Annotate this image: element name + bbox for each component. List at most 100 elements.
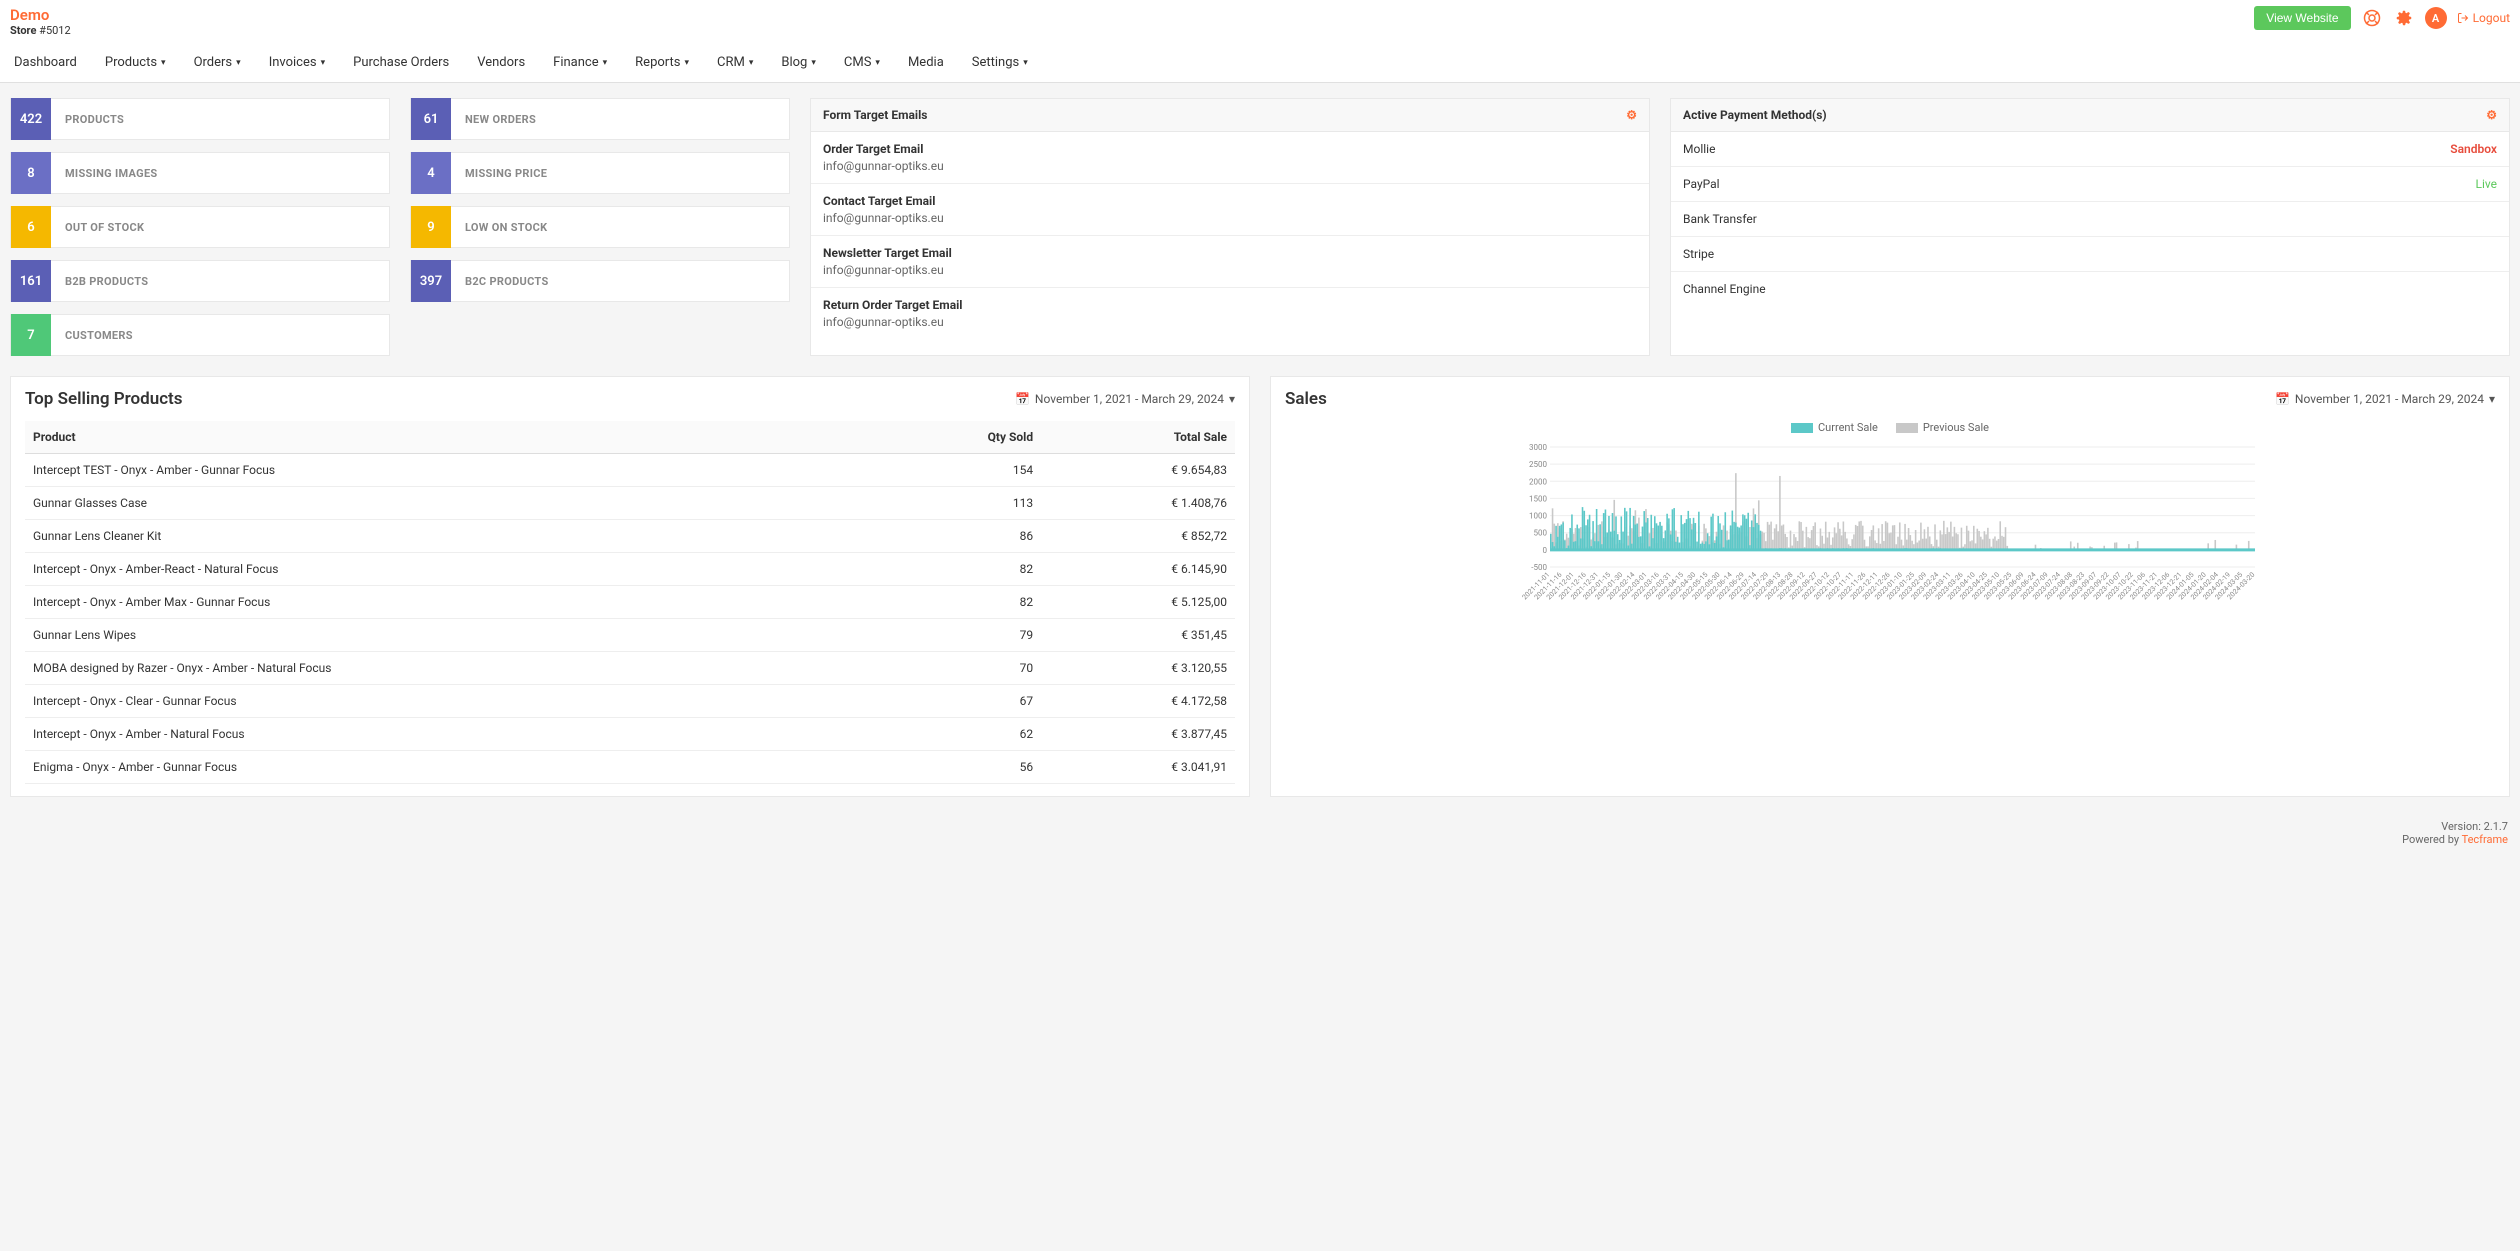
email-value: info@gunnar-optiks.eu [823, 211, 1637, 225]
stat-count: 161 [11, 260, 51, 302]
bottom-row: Top Selling Products 📅 November 1, 2021 … [10, 376, 2510, 797]
stat-customers[interactable]: 7CUSTOMERS [10, 314, 390, 356]
table-row[interactable]: MOBA designed by Razer - Onyx - Amber - … [25, 652, 1235, 685]
table-row[interactable]: Intercept - Onyx - Amber Max - Gunnar Fo… [25, 586, 1235, 619]
nav-dashboard[interactable]: Dashboard [10, 43, 81, 82]
table-row[interactable]: Intercept - Onyx - Clear - Gunnar Focus6… [25, 685, 1235, 718]
stat-label: OUT OF STOCK [51, 221, 144, 234]
nav-finance[interactable]: Finance▾ [549, 43, 611, 82]
avatar[interactable]: A [2425, 7, 2447, 29]
legend-swatch [1791, 423, 1813, 433]
date-range-picker[interactable]: 📅 November 1, 2021 - March 29, 2024 ▾ [1015, 392, 1235, 406]
nav-products[interactable]: Products▾ [101, 43, 170, 82]
logout-link[interactable]: Logout [2457, 11, 2510, 25]
payment-status: Sandbox [2450, 142, 2497, 156]
table-cell: MOBA designed by Razer - Onyx - Amber - … [25, 652, 875, 685]
payment-name: PayPal [1683, 177, 1720, 191]
table-cell: 154 [875, 454, 1041, 487]
panel-header: Form Target Emails ⚙ [811, 99, 1649, 132]
table-cell: 62 [875, 718, 1041, 751]
table-row[interactable]: Gunnar Glasses Case113€ 1.408,76 [25, 487, 1235, 520]
date-range-picker[interactable]: 📅 November 1, 2021 - March 29, 2024 ▾ [2275, 392, 2495, 406]
stat-low-on-stock[interactable]: 9LOW ON STOCK [410, 206, 790, 248]
stat-out-of-stock[interactable]: 6OUT OF STOCK [10, 206, 390, 248]
email-value: info@gunnar-optiks.eu [823, 315, 1637, 329]
email-item: Order Target Emailinfo@gunnar-optiks.eu [811, 132, 1649, 184]
email-value: info@gunnar-optiks.eu [823, 263, 1637, 277]
legend-label: Previous Sale [1923, 421, 1989, 434]
gear-icon[interactable]: ⚙ [1626, 108, 1637, 122]
nav-blog[interactable]: Blog▾ [777, 43, 820, 82]
stat-col-2: 61NEW ORDERS 4MISSING PRICE 9LOW ON STOCK 3… [410, 98, 790, 356]
legend-previous[interactable]: Previous Sale [1896, 421, 1989, 434]
store-label: Store [10, 24, 36, 37]
nav-invoices[interactable]: Invoices▾ [265, 43, 329, 82]
date-range-text: November 1, 2021 - March 29, 2024 [1035, 392, 1224, 406]
svg-text:2000: 2000 [1529, 477, 1547, 486]
payment-name: Channel Engine [1683, 282, 1766, 296]
nav-purchase-orders[interactable]: Purchase Orders [349, 43, 453, 82]
stat-label: PRODUCTS [51, 113, 124, 126]
stat-new-orders[interactable]: 61NEW ORDERS [410, 98, 790, 140]
help-icon[interactable] [2361, 7, 2383, 29]
payment-item: Stripe [1671, 237, 2509, 272]
payment-methods-panel: Active Payment Method(s) ⚙ MollieSandbox… [1670, 98, 2510, 356]
stat-count: 61 [411, 98, 451, 140]
nav-reports[interactable]: Reports▾ [631, 43, 693, 82]
table-row[interactable]: Enigma - Onyx - Amber - Gunnar Focus56€ … [25, 751, 1235, 784]
table-cell: € 6.145,90 [1041, 553, 1235, 586]
panel-title: Form Target Emails [823, 108, 927, 122]
nav-cms[interactable]: CMS▾ [840, 43, 884, 82]
table-row[interactable]: Gunnar Lens Cleaner Kit86€ 852,72 [25, 520, 1235, 553]
svg-text:1500: 1500 [1529, 494, 1547, 503]
legend-current[interactable]: Current Sale [1791, 421, 1878, 434]
payment-item: MollieSandbox [1671, 132, 2509, 167]
view-website-button[interactable]: View Website [2254, 6, 2350, 30]
email-item: Newsletter Target Emailinfo@gunnar-optik… [811, 236, 1649, 288]
content-area: 422PRODUCTS 8MISSING IMAGES 6OUT OF STOCK 1… [0, 83, 2520, 812]
stat-count: 7 [11, 314, 51, 356]
email-label: Order Target Email [823, 142, 1637, 156]
table-row[interactable]: Intercept - Onyx - Amber-React - Natural… [25, 553, 1235, 586]
header-right: View Website A Logout [2254, 6, 2510, 30]
powered-by-link[interactable]: Tecframe [2462, 833, 2508, 846]
table-cell: Gunnar Lens Wipes [25, 619, 875, 652]
table-cell: 86 [875, 520, 1041, 553]
chevron-down-icon: ▾ [321, 58, 326, 68]
brand-name: Demo [10, 6, 71, 24]
chevron-down-icon: ▾ [603, 58, 608, 68]
stat-count: 6 [11, 206, 51, 248]
stat-missing-images[interactable]: 8MISSING IMAGES [10, 152, 390, 194]
nav-crm[interactable]: CRM▾ [713, 43, 757, 82]
nav-media[interactable]: Media [904, 43, 948, 82]
version-label: Version: [2441, 820, 2481, 833]
panel-body: Order Target Emailinfo@gunnar-optiks.euC… [811, 132, 1649, 339]
table-cell: € 5.125,00 [1041, 586, 1235, 619]
nav-vendors[interactable]: Vendors [473, 43, 529, 82]
nav-orders[interactable]: Orders▾ [190, 43, 245, 82]
panel-title: Active Payment Method(s) [1683, 108, 1827, 122]
gear-icon[interactable]: ⚙ [2486, 108, 2497, 122]
chart-legend: Current Sale Previous Sale [1285, 421, 2495, 434]
table-row[interactable]: Intercept TEST - Onyx - Amber - Gunnar F… [25, 454, 1235, 487]
stat-products[interactable]: 422PRODUCTS [10, 98, 390, 140]
table-cell: Intercept - Onyx - Amber-React - Natural… [25, 553, 875, 586]
chevron-down-icon: ▾ [1023, 58, 1028, 68]
stat-b2b-products[interactable]: 161B2B PRODUCTS [10, 260, 390, 302]
panel-body: MollieSandboxPayPalLiveBank TransferStri… [1671, 132, 2509, 306]
form-target-emails-panel: Form Target Emails ⚙ Order Target Emaili… [810, 98, 1650, 356]
stat-label: LOW ON STOCK [451, 221, 547, 234]
stat-label: MISSING PRICE [451, 167, 547, 180]
stat-b2c-products[interactable]: 397B2C PRODUCTS [410, 260, 790, 302]
table-cell: € 4.172,58 [1041, 685, 1235, 718]
logout-icon [2457, 12, 2469, 24]
stat-missing-price[interactable]: 4MISSING PRICE [410, 152, 790, 194]
nav-settings[interactable]: Settings▾ [968, 43, 1032, 82]
table-row[interactable]: Gunnar Lens Wipes79€ 351,45 [25, 619, 1235, 652]
gear-icon[interactable] [2393, 7, 2415, 29]
table-row[interactable]: Intercept - Onyx - Amber - Natural Focus… [25, 718, 1235, 751]
table-cell: € 9.654,83 [1041, 454, 1235, 487]
sales-card: Sales 📅 November 1, 2021 - March 29, 202… [1270, 376, 2510, 797]
card-head: Top Selling Products 📅 November 1, 2021 … [25, 389, 1235, 409]
payment-name: Bank Transfer [1683, 212, 1757, 226]
